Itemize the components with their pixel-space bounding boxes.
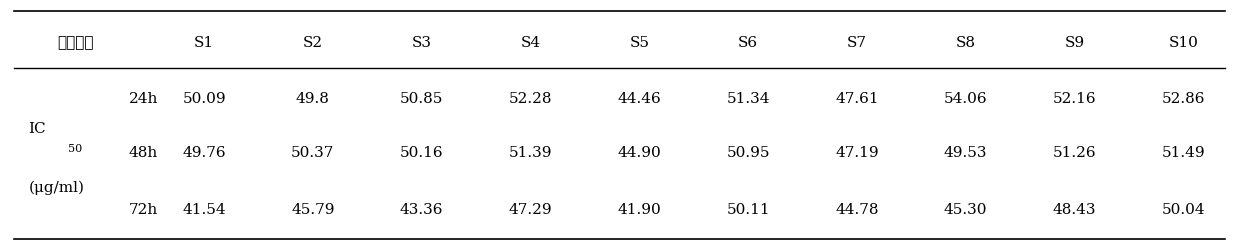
Text: 52.28: 52.28	[509, 93, 553, 106]
Text: S6: S6	[738, 36, 758, 50]
Text: 41.54: 41.54	[182, 203, 225, 217]
Text: 44.90: 44.90	[617, 146, 662, 160]
Text: 52.86: 52.86	[1161, 93, 1206, 106]
Text: S7: S7	[846, 36, 867, 50]
Text: 51.26: 51.26	[1053, 146, 1097, 160]
Text: 48h: 48h	[129, 146, 159, 160]
Text: 50.95: 50.95	[726, 146, 769, 160]
Text: S8: S8	[955, 36, 975, 50]
Text: 50.11: 50.11	[726, 203, 769, 217]
Text: 51.34: 51.34	[726, 93, 769, 106]
Text: 49.76: 49.76	[182, 146, 225, 160]
Text: 54.06: 54.06	[944, 93, 987, 106]
Text: S10: S10	[1168, 36, 1198, 50]
Text: 50.09: 50.09	[182, 93, 225, 106]
Text: S9: S9	[1064, 36, 1084, 50]
Text: 50.85: 50.85	[400, 93, 444, 106]
Text: S5: S5	[629, 36, 649, 50]
Text: 45.30: 45.30	[944, 203, 987, 217]
Text: 50.37: 50.37	[291, 146, 335, 160]
Text: 50.04: 50.04	[1161, 203, 1206, 217]
Text: 样品编号: 样品编号	[57, 36, 94, 50]
Text: 44.78: 44.78	[835, 203, 878, 217]
Text: 47.29: 47.29	[509, 203, 553, 217]
Text: 41.90: 41.90	[617, 203, 662, 217]
Text: 50: 50	[68, 144, 83, 154]
Text: IC: IC	[28, 122, 46, 136]
Text: 72h: 72h	[129, 203, 159, 217]
Text: (μg/ml): (μg/ml)	[28, 181, 84, 195]
Text: S3: S3	[411, 36, 431, 50]
Text: 48.43: 48.43	[1053, 203, 1097, 217]
Text: 51.49: 51.49	[1161, 146, 1206, 160]
Text: 49.53: 49.53	[944, 146, 987, 160]
Text: 43.36: 43.36	[400, 203, 444, 217]
Text: S2: S2	[302, 36, 323, 50]
Text: 24h: 24h	[129, 93, 159, 106]
Text: 50.16: 50.16	[400, 146, 444, 160]
Text: 51.39: 51.39	[509, 146, 553, 160]
Text: 47.61: 47.61	[835, 93, 878, 106]
Text: 45.79: 45.79	[291, 203, 335, 217]
Text: 47.19: 47.19	[835, 146, 878, 160]
Text: S1: S1	[195, 36, 214, 50]
Text: 44.46: 44.46	[617, 93, 662, 106]
Text: S4: S4	[520, 36, 540, 50]
Text: 49.8: 49.8	[296, 93, 330, 106]
Text: 52.16: 52.16	[1053, 93, 1097, 106]
